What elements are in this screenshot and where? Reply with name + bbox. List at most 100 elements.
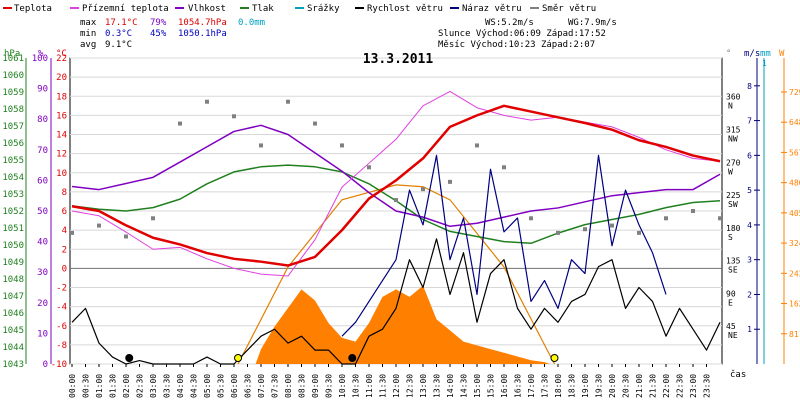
x-tick-11: 05:30 [217,374,226,398]
dir-tick-6: 315 [726,126,741,135]
legend-hum: Vlhkost [188,4,226,14]
x-tick-9: 04:30 [190,374,199,398]
x-tick-40: 20:00 [608,374,617,398]
temp-tick-2: -6 [56,322,67,332]
info-wg: WG:7.9m/s [568,18,617,28]
wind-tick-1: 2 [747,290,752,299]
sun-curve [237,184,556,365]
dir-point-5 [205,99,209,104]
x-axis-labels: 00:00 00:30 01:00 01:30 02:00 02:30 03:00 03:30… [68,374,712,398]
press-tick-7: 1050 [2,241,24,251]
press-tick-9: 1052 [2,207,24,217]
dir-point-1 [97,223,101,228]
unit-deg: ° [726,49,731,59]
temp-tick-7: 4 [62,226,67,236]
dir-point-2 [124,234,128,239]
press-tick-8: 1051 [2,224,24,234]
solar-tick-2: 243 [789,269,800,278]
dir-point-3 [151,216,155,221]
solar-tick-4: 405 [789,209,800,218]
solar-tick-5: 486 [789,179,800,188]
dir-tick-label-4: SW [728,200,738,209]
press-tick-0: 1043 [2,360,24,370]
hum-tick-5: 50 [37,207,48,217]
x-tick-23: 11:30 [379,374,388,398]
hum-tick-0: 0 [43,360,48,370]
x-tick-5: 02:30 [136,374,145,398]
series-ground-temp [71,90,721,277]
press-tick-1: 1044 [2,343,24,353]
solar-tick-6: 567 [789,148,800,157]
moon-marker-0 [125,354,134,362]
wind-tick-5: 6 [747,151,752,160]
wind-tick-2: 3 [747,256,752,265]
x-tick-7: 03:30 [163,374,172,398]
legend-gust: Náraz větru [462,4,522,14]
axis-units: hPa % °C ° m/s mm W čas [4,49,785,380]
x-tick-34: 17:00 [527,374,536,398]
dir-point-20 [610,223,614,228]
x-tick-6: 03:00 [149,374,158,398]
dir-tick-5: 270 [726,158,741,167]
legend-temp: Teplota [14,4,52,14]
stats-min-temp: 0.3°C [105,29,132,39]
info-ws: WS:5.2m/s [485,18,534,28]
unit-mm: mm [760,49,771,59]
solar-tick-8: 729 [789,88,800,97]
hum-tick-2: 20 [37,299,48,309]
legend-wind: Rychlost větru [367,4,443,14]
dir-point-24 [718,216,722,221]
series-temperature [71,104,721,267]
temp-tick-3: -4 [56,303,67,313]
chart-title: 13.3.2011 [363,52,434,67]
legend: Teplota Přízemní teplota Vlhkost Tlak Sr… [3,4,596,14]
press-tick-18: 1061 [2,54,24,64]
legend-rain: Srážky [307,4,340,14]
stats-max-press: 1054.7hPa [178,18,227,28]
wind-tick-0: 1 [747,325,752,334]
x-tick-37: 18:30 [568,374,577,398]
x-tick-12: 06:00 [230,374,239,398]
stats: max 17.1°C 79% 1054.7hPa 0.0mm min 0.3°C… [80,18,265,50]
x-tick-41: 20:30 [622,374,631,398]
dir-point-21 [637,230,641,235]
dir-point-23 [691,209,695,213]
dir-tick-label-0: NE [728,331,738,340]
x-tick-42: 21:00 [635,374,644,398]
stats-max-temp: 17.1°C [105,18,138,28]
dir-point-12 [394,198,398,203]
x-tick-14: 07:00 [257,374,266,398]
dir-tick-2: 135 [726,257,741,266]
stats-max-rain: 0.0mm [238,18,265,28]
press-tick-17: 1060 [2,71,24,81]
wind-direction-points [70,99,722,239]
temp-tick-12: 14 [56,131,67,141]
sun-marker-0 [234,354,243,362]
x-tick-24: 12:00 [392,374,401,398]
dir-point-10 [340,143,344,148]
press-tick-12: 1055 [2,156,24,166]
y-axis-labels: -10-8-6-4-202468101214161820220102030405… [2,54,800,370]
x-tick-13: 06:30 [244,374,253,398]
x-tick-29: 14:30 [460,374,469,398]
dir-tick-4: 225 [726,191,741,200]
unit-ms: m/s [744,49,760,59]
dir-point-14 [448,179,452,184]
hum-tick-8: 80 [37,115,48,125]
press-tick-11: 1054 [2,173,24,183]
series-wind-speed [71,238,721,365]
dir-point-19 [583,227,587,232]
markers [125,354,559,362]
x-tick-1: 00:30 [82,374,91,398]
x-tick-15: 07:30 [271,374,280,398]
x-tick-8: 04:00 [176,374,185,398]
dir-tick-label-5: W [728,167,733,176]
solar-tick-0: 81 [789,330,799,339]
temp-tick-0: -10 [51,360,67,370]
hum-tick-10: 100 [32,54,48,64]
moon-marker-1 [348,354,357,362]
stats-avg-label: avg [80,40,96,50]
temp-tick-9: 8 [62,188,67,198]
solar-tick-7: 648 [789,118,800,127]
